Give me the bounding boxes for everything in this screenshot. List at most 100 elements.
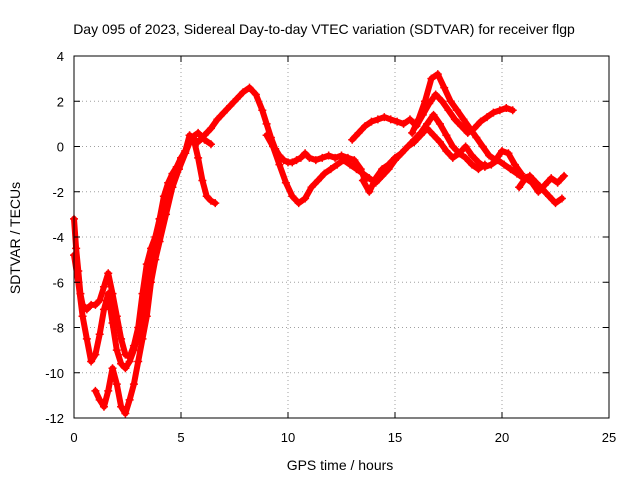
data-point (504, 149, 513, 158)
data-point (491, 156, 500, 165)
series-arc-3 (91, 128, 215, 418)
data-point (444, 106, 453, 115)
data-point (508, 106, 517, 115)
data-point (446, 97, 455, 106)
data-point (378, 165, 387, 174)
data-point (485, 151, 494, 160)
data-point (553, 178, 562, 187)
data-point (269, 142, 278, 151)
data-point (200, 135, 209, 144)
data-point (281, 178, 290, 187)
data-point (326, 165, 335, 174)
data-point (416, 128, 425, 137)
data-point (420, 97, 429, 106)
data-point (226, 101, 235, 110)
data-point (448, 153, 457, 162)
data-point (202, 192, 211, 201)
data-point (99, 282, 108, 291)
data-point (498, 147, 506, 156)
data-point (442, 147, 451, 156)
data-point (476, 117, 485, 126)
data-point (187, 133, 196, 142)
series-arc-5 (358, 110, 489, 196)
data-point (438, 97, 447, 106)
data-point (442, 131, 451, 140)
series-trace (359, 111, 488, 195)
data-point (515, 183, 524, 192)
series-arc-7 (408, 70, 526, 178)
data-point (121, 409, 130, 418)
data-point (448, 142, 457, 151)
data-point (551, 199, 560, 208)
data-point (142, 312, 151, 321)
data-point (121, 364, 130, 373)
data-point (262, 131, 271, 140)
data-point (78, 312, 87, 321)
data-point (258, 106, 267, 115)
data-point (457, 122, 466, 131)
data-point (483, 113, 492, 122)
data-point (72, 244, 81, 253)
data-point (373, 115, 382, 124)
data-point (181, 149, 190, 158)
data-point (468, 160, 477, 169)
data-point (408, 128, 417, 137)
data-point (262, 119, 271, 128)
data-point (414, 115, 423, 124)
data-point (219, 108, 228, 117)
data-point (296, 153, 305, 162)
y-tick-label: -12 (45, 411, 64, 426)
data-point (91, 350, 100, 359)
data-point (125, 395, 134, 404)
data-point (510, 160, 519, 169)
x-tick-label: 5 (177, 430, 184, 445)
data-point (162, 210, 171, 219)
data-point (365, 187, 374, 196)
x-tick-label: 10 (281, 430, 295, 445)
data-point (318, 153, 327, 162)
data-point (194, 128, 203, 137)
x-axis-label: GPS time / hours (287, 457, 394, 473)
data-point (311, 156, 320, 165)
data-point (288, 192, 297, 201)
x-tick-label: 25 (602, 430, 616, 445)
data-point (384, 160, 393, 169)
data-point (429, 131, 438, 140)
data-point (433, 70, 442, 79)
data-point (305, 153, 314, 162)
data-point (138, 334, 147, 343)
data-point (450, 115, 459, 124)
data-point (423, 119, 432, 128)
data-point (453, 106, 462, 115)
data-point (354, 128, 363, 137)
x-tick-label: 15 (388, 430, 402, 445)
data-point (397, 149, 406, 158)
data-point (95, 296, 104, 305)
data-point (560, 171, 569, 180)
data-point (459, 115, 468, 124)
data-point (495, 106, 504, 115)
data-point (386, 115, 395, 124)
data-point (367, 117, 376, 126)
data-point (313, 176, 322, 185)
data-point (129, 380, 138, 389)
data-point (461, 153, 470, 162)
data-point (346, 160, 355, 169)
data-point (91, 386, 100, 395)
data-point (155, 237, 164, 246)
data-point (427, 74, 436, 83)
y-axis-label: SDTVAR / TECUs (7, 182, 23, 294)
data-point (174, 165, 183, 174)
data-point (350, 156, 359, 165)
data-point (489, 108, 498, 117)
data-point (521, 174, 530, 183)
data-point (307, 183, 316, 192)
data-point (405, 115, 414, 124)
data-point (206, 140, 215, 149)
data-point (275, 160, 284, 169)
data-point (478, 142, 487, 151)
data-point (399, 119, 408, 128)
data-point (211, 199, 220, 208)
data-point (474, 165, 483, 174)
